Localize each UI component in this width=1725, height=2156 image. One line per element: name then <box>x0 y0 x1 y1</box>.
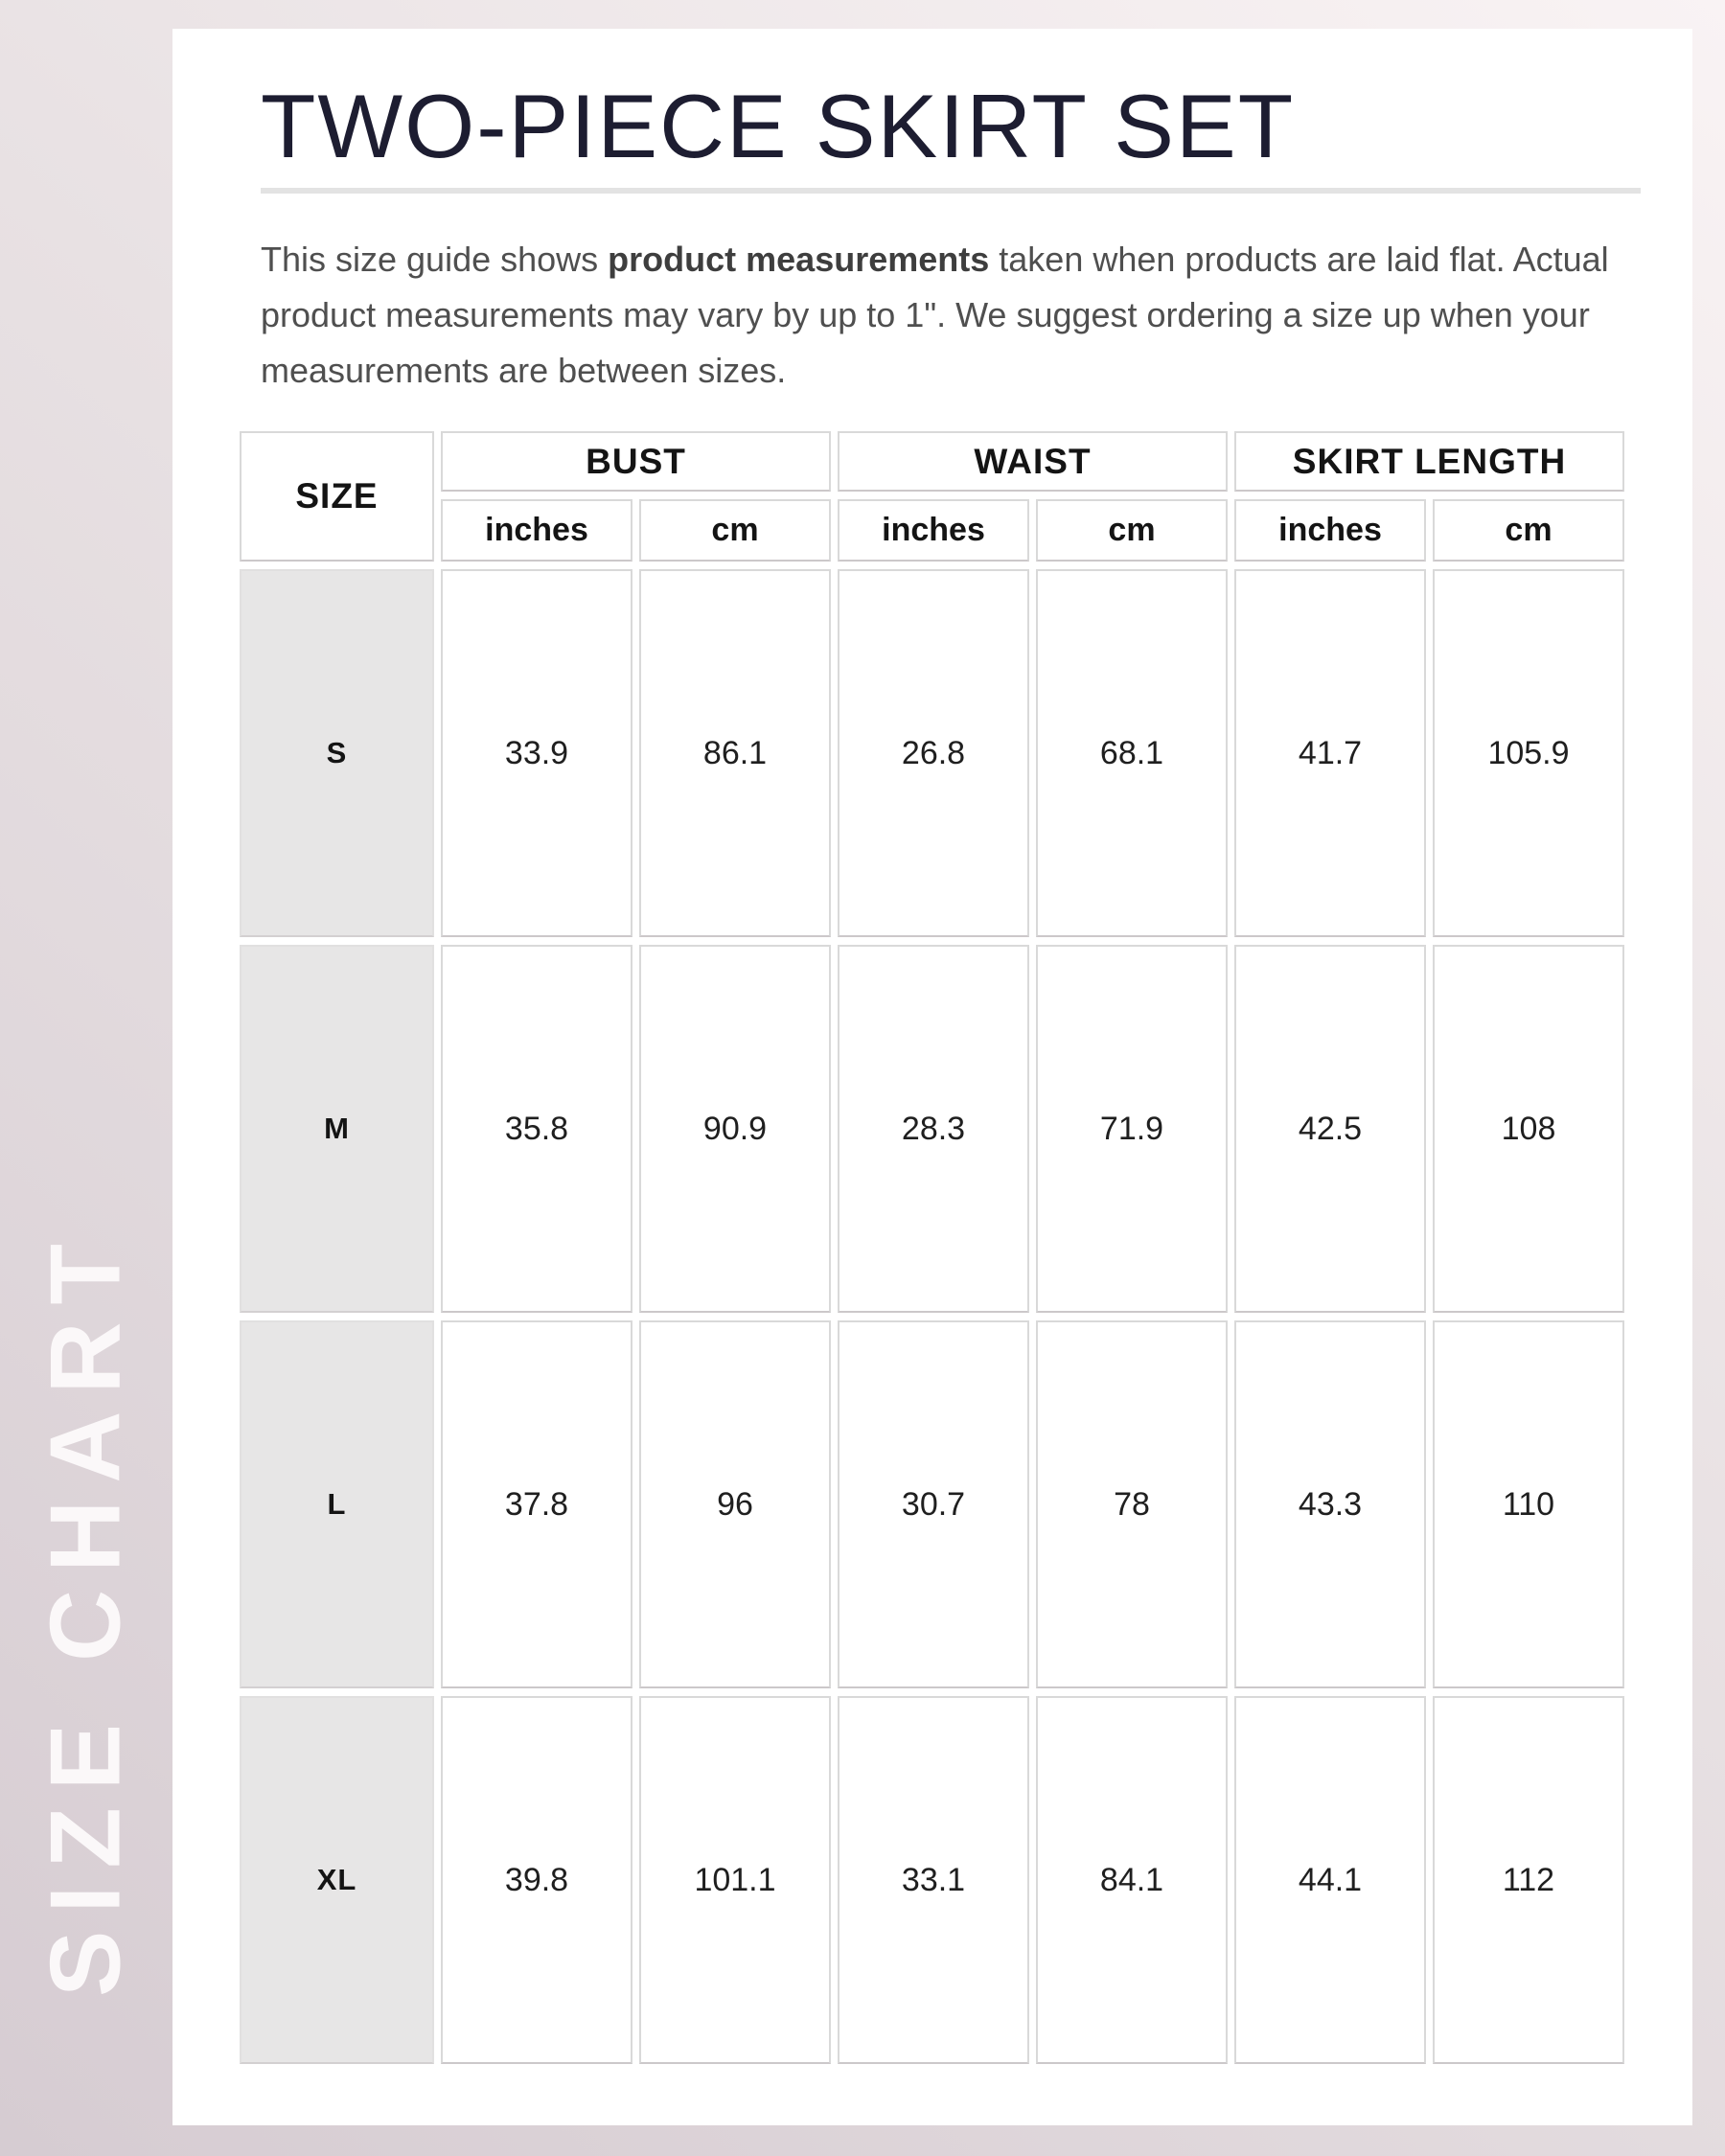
cell-s-skirt-cm: 105.9 <box>1433 569 1624 937</box>
col-header-size: SIZE <box>240 431 434 562</box>
col-header-bust-inches: inches <box>441 499 632 562</box>
title-divider <box>261 188 1641 194</box>
cell-s-bust-cm: 86.1 <box>639 569 831 937</box>
cell-s-waist-cm: 68.1 <box>1036 569 1228 937</box>
cell-l-bust-cm: 96 <box>639 1320 831 1688</box>
col-group-skirt-length: SKIRT LENGTH <box>1234 431 1624 492</box>
cell-m-skirt-inches: 42.5 <box>1234 945 1426 1313</box>
cell-s-bust-inches: 33.9 <box>441 569 632 937</box>
row-label-l: L <box>240 1320 434 1688</box>
size-chart-table: SIZE BUST WAIST SKIRT LENGTH inches cm i… <box>240 431 1624 2064</box>
cell-xl-bust-inches: 39.8 <box>441 1696 632 2064</box>
cell-m-waist-cm: 71.9 <box>1036 945 1228 1313</box>
cell-s-waist-inches: 26.8 <box>838 569 1029 937</box>
col-group-bust: BUST <box>441 431 831 492</box>
row-label-m: M <box>240 945 434 1313</box>
col-group-waist: WAIST <box>838 431 1228 492</box>
cell-xl-skirt-cm: 112 <box>1433 1696 1624 2064</box>
col-header-bust-cm: cm <box>639 499 831 562</box>
col-header-skirt-inches: inches <box>1234 499 1426 562</box>
cell-m-bust-cm: 90.9 <box>639 945 831 1313</box>
cell-m-waist-inches: 28.3 <box>838 945 1029 1313</box>
col-header-waist-inches: inches <box>838 499 1029 562</box>
cell-xl-waist-inches: 33.1 <box>838 1696 1029 2064</box>
cell-l-skirt-cm: 110 <box>1433 1320 1624 1688</box>
cell-s-skirt-inches: 41.7 <box>1234 569 1426 937</box>
row-label-xl: XL <box>240 1696 434 2064</box>
cell-xl-bust-cm: 101.1 <box>639 1696 831 2064</box>
cell-m-bust-inches: 35.8 <box>441 945 632 1313</box>
size-guide-card: TWO-PIECE SKIRT SET This size guide show… <box>172 29 1692 2125</box>
description-text-tail: taken when products are laid flat. Actua… <box>261 240 1609 390</box>
cell-m-skirt-cm: 108 <box>1433 945 1624 1313</box>
size-guide-description: This size guide shows product measuremen… <box>261 232 1650 399</box>
description-text-bold: product measurements <box>608 240 990 279</box>
cell-l-skirt-inches: 43.3 <box>1234 1320 1426 1688</box>
cell-l-waist-inches: 30.7 <box>838 1320 1029 1688</box>
description-text-lead: This size guide shows <box>261 240 609 279</box>
col-header-waist-cm: cm <box>1036 499 1228 562</box>
col-header-skirt-cm: cm <box>1433 499 1624 562</box>
cell-l-waist-cm: 78 <box>1036 1320 1228 1688</box>
row-label-s: S <box>240 569 434 937</box>
cell-xl-waist-cm: 84.1 <box>1036 1696 1228 2064</box>
cell-l-bust-inches: 37.8 <box>441 1320 632 1688</box>
sidebar-vertical-label: SIZE CHART <box>30 1227 142 1997</box>
cell-xl-skirt-inches: 44.1 <box>1234 1696 1426 2064</box>
page-title: TWO-PIECE SKIRT SET <box>261 76 1296 176</box>
